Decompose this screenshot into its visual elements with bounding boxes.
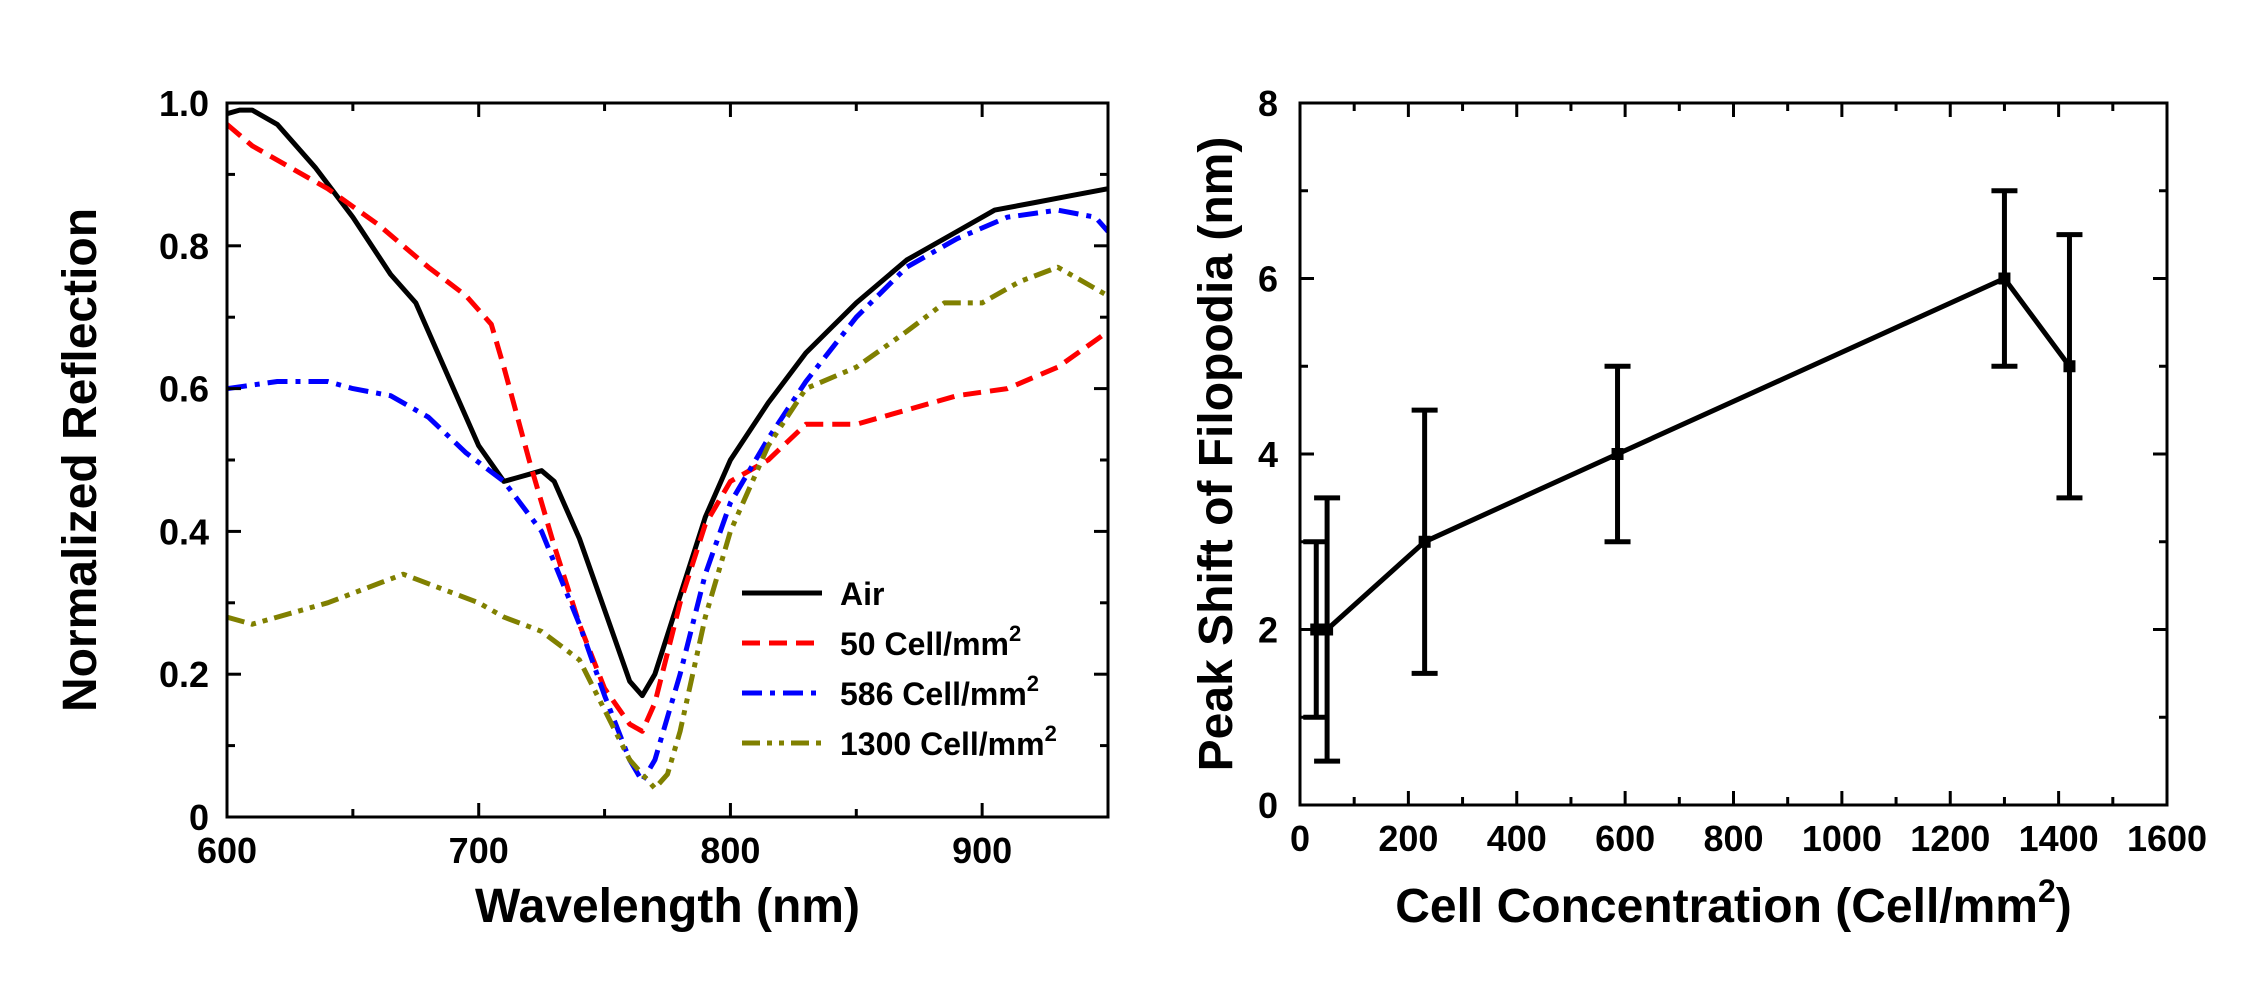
x-tick-label: 200 bbox=[1378, 818, 1438, 859]
y-tick-label: 0.6 bbox=[159, 369, 209, 410]
y-tick-label: 2 bbox=[1258, 610, 1278, 651]
x-tick-label: 800 bbox=[700, 830, 760, 871]
legend-label-2: 586 Cell/mm2 bbox=[840, 671, 1039, 712]
x-axis-title: Wavelength (nm) bbox=[475, 880, 860, 933]
data-point bbox=[1321, 623, 1334, 636]
x-tick-label: 1400 bbox=[2019, 818, 2099, 859]
legend-label-0: Air bbox=[840, 576, 884, 612]
x-axis-title: Cell Concentration (Cell/mm2) bbox=[1395, 873, 2072, 933]
data-point bbox=[1611, 448, 1624, 460]
legend-label-sup: 2 bbox=[1045, 721, 1057, 746]
data-point bbox=[2063, 360, 2076, 373]
y-tick-label: 8 bbox=[1258, 83, 1278, 124]
y-tick-label: 0.4 bbox=[159, 511, 209, 552]
legend-label-sup: 2 bbox=[1027, 671, 1039, 696]
x-tick-label: 400 bbox=[1487, 818, 1547, 859]
data-point bbox=[1310, 623, 1323, 636]
y-axis-title: Peak Shift of Filopodia (nm) bbox=[1190, 137, 1243, 772]
legend-label-1: 50 Cell/mm2 bbox=[840, 621, 1021, 662]
x-tick-label: 0 bbox=[1290, 818, 1310, 859]
x-tick-label: 600 bbox=[1595, 818, 1655, 859]
y-axis-title: Normalized Reflection bbox=[54, 208, 107, 712]
y-tick-label: 0.8 bbox=[159, 226, 209, 267]
series-line-0 bbox=[227, 107, 1108, 699]
y-tick-label: 0.2 bbox=[159, 654, 209, 695]
left-chart-reflection-spectra: 600 700 800 900 0 0.2 0.4 0.6 0.8 1.0 Wavelength (… bbox=[54, 83, 1110, 933]
x-tick-label: 900 bbox=[952, 830, 1012, 871]
y-tick-label: 6 bbox=[1258, 259, 1278, 300]
x-tick-label: 1200 bbox=[1910, 818, 1990, 859]
data-point bbox=[1998, 272, 2011, 285]
y-tick-label: 1.0 bbox=[159, 83, 209, 124]
right-chart-peak-shift: 0 200 400 600 800 1000 1200 1400 1600 0 2 4 6 8 Cell C… bbox=[1190, 83, 2207, 933]
data-point bbox=[1418, 535, 1431, 548]
y-tick-label: 0 bbox=[189, 797, 209, 838]
x-tick-label: 600 bbox=[197, 830, 257, 871]
series-line-2 bbox=[227, 207, 1108, 784]
series-line-1 bbox=[227, 122, 1108, 734]
x-tick-label: 800 bbox=[1703, 818, 1763, 859]
x-axis-title-sup: 2 bbox=[2038, 873, 2056, 909]
plot-frame bbox=[1298, 101, 2169, 807]
series-line-3 bbox=[227, 264, 1108, 791]
series-line bbox=[1316, 276, 2072, 632]
y-tick-label: 4 bbox=[1258, 434, 1278, 475]
legend-label-sup: 2 bbox=[1009, 621, 1021, 646]
x-tick-label: 700 bbox=[449, 830, 509, 871]
legend-label-3: 1300 Cell/mm2 bbox=[840, 721, 1057, 762]
x-tick-label: 1600 bbox=[2127, 818, 2207, 859]
x-axis-title-end: ) bbox=[2056, 880, 2072, 933]
x-tick-label: 1000 bbox=[1802, 818, 1882, 859]
y-tick-label: 0 bbox=[1258, 785, 1278, 826]
